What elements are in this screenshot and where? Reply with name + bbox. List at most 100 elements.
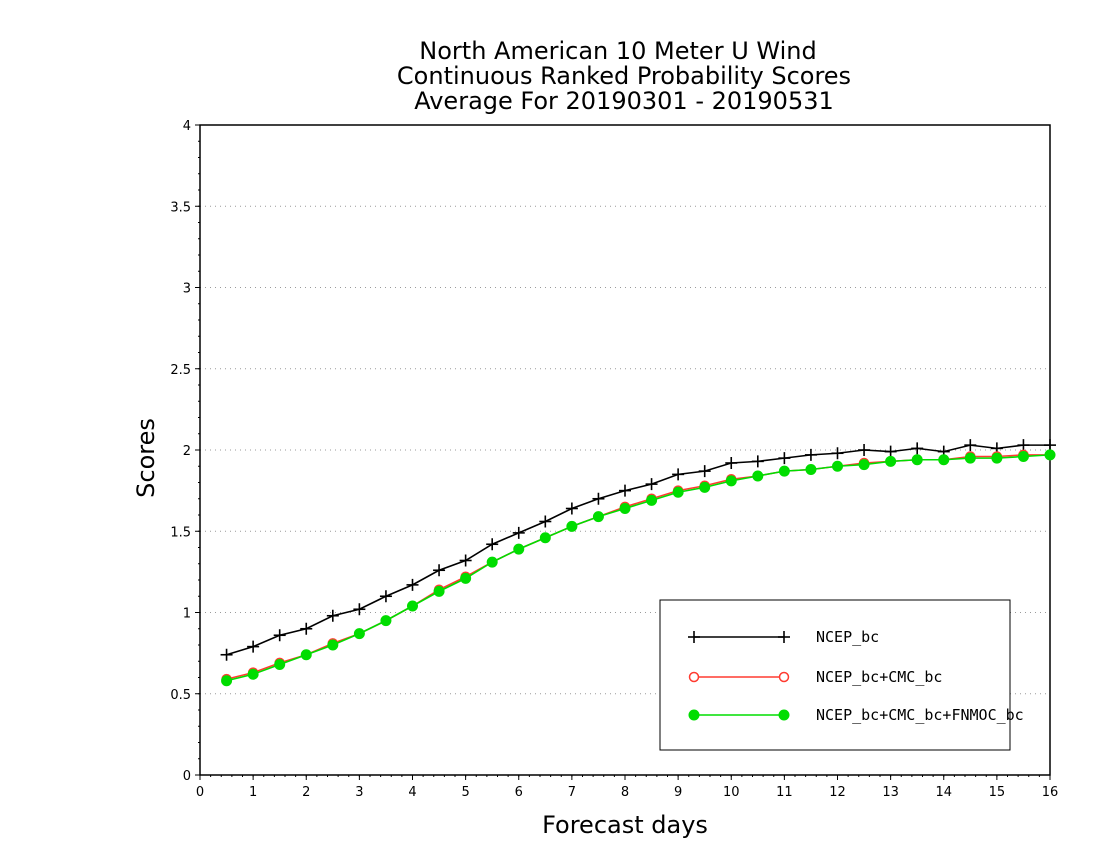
data-point xyxy=(1017,451,1029,462)
data-point xyxy=(273,629,286,642)
legend-entry: NCEP_bc xyxy=(688,628,879,646)
data-point xyxy=(353,603,366,616)
x-tick-label: 5 xyxy=(461,785,469,800)
legend-entry: NCEP_bc+CMC_bc+FNMOC_bc xyxy=(688,706,1024,724)
data-point xyxy=(406,578,419,591)
legend-marker xyxy=(778,671,790,683)
data-point xyxy=(1044,449,1056,461)
x-axis: 0 1 2 3 4 5 6 7 8 9 10 11 12 13 14 15 16 xyxy=(196,775,1058,800)
data-point xyxy=(778,452,791,465)
data-point xyxy=(884,445,897,458)
data-point xyxy=(778,465,790,477)
data-point xyxy=(565,502,578,515)
data-point xyxy=(698,465,711,478)
y-tick-label: 2.5 xyxy=(170,363,191,378)
data-point xyxy=(964,439,977,452)
data-point xyxy=(247,668,259,680)
y-tick-label: 3.5 xyxy=(170,200,191,215)
data-point xyxy=(751,455,764,468)
legend-label: NCEP_bc xyxy=(816,628,879,646)
x-tick-label: 14 xyxy=(935,785,952,800)
legend-label: NCEP_bc+CMC_bc xyxy=(816,668,942,686)
data-point xyxy=(220,648,233,661)
data-point xyxy=(433,585,445,597)
data-point xyxy=(459,554,472,567)
data-point xyxy=(486,556,498,568)
data-point xyxy=(539,515,552,528)
x-tick-label: 9 xyxy=(674,785,682,800)
chart-title: North American 10 Meter U Wind Continuou… xyxy=(397,37,851,115)
legend-marker xyxy=(688,709,700,721)
data-point xyxy=(964,452,976,464)
data-point xyxy=(725,475,737,487)
x-tick-label: 16 xyxy=(1042,785,1059,800)
x-axis-title: Forecast days xyxy=(542,811,708,839)
data-point xyxy=(1017,439,1030,452)
data-point xyxy=(646,494,658,506)
data-point xyxy=(672,468,685,481)
data-point xyxy=(327,639,339,651)
x-tick-label: 1 xyxy=(249,785,257,800)
legend-label: NCEP_bc+CMC_bc+FNMOC_bc xyxy=(816,706,1024,724)
y-tick-label: 0 xyxy=(183,769,191,784)
data-point xyxy=(991,452,1003,464)
legend-marker xyxy=(688,631,700,643)
series-0 xyxy=(220,439,1056,661)
y-tick-label: 1.5 xyxy=(170,525,191,540)
data-point xyxy=(831,447,844,460)
data-point xyxy=(512,526,525,539)
data-point xyxy=(300,622,313,635)
data-point xyxy=(326,609,339,622)
data-point xyxy=(247,640,260,653)
x-tick-label: 3 xyxy=(355,785,363,800)
x-tick-label: 15 xyxy=(989,785,1006,800)
data-point xyxy=(699,481,711,493)
x-tick-label: 13 xyxy=(882,785,899,800)
data-point xyxy=(486,538,499,551)
y-tick-label: 0.5 xyxy=(170,688,191,703)
data-point xyxy=(379,590,392,603)
x-tick-label: 10 xyxy=(723,785,740,800)
x-tick-label: 4 xyxy=(408,785,416,800)
chart-title-line-3: Average For 20190301 - 20190531 xyxy=(414,87,834,115)
data-point xyxy=(805,464,817,475)
data-point xyxy=(858,459,870,471)
data-point xyxy=(645,478,658,491)
data-point xyxy=(433,564,446,577)
data-point xyxy=(911,454,923,466)
y-tick-label: 4 xyxy=(183,119,191,134)
x-tick-label: 2 xyxy=(302,785,310,800)
data-point xyxy=(619,484,631,497)
data-point xyxy=(672,486,684,498)
data-point xyxy=(380,615,392,627)
data-point xyxy=(221,675,233,687)
data-point xyxy=(858,444,871,456)
data-point xyxy=(460,572,472,584)
series-layer xyxy=(220,439,1056,687)
legend-marker xyxy=(778,709,790,721)
legend: NCEP_bc NCEP_bc+CMC_bc NCEP_bc+CMC_bc+FNMO… xyxy=(659,599,1024,751)
data-point xyxy=(592,492,605,505)
data-point xyxy=(274,659,286,670)
data-point xyxy=(619,503,631,514)
y-tick-label: 1 xyxy=(183,607,191,622)
data-point xyxy=(353,628,365,640)
x-tick-label: 12 xyxy=(829,785,846,800)
grid xyxy=(200,205,1050,695)
x-tick-label: 8 xyxy=(621,785,629,800)
y-tick-label: 2 xyxy=(183,444,191,459)
x-tick-label: 11 xyxy=(776,785,793,800)
data-point xyxy=(407,600,418,612)
data-point xyxy=(300,649,312,661)
legend-box xyxy=(659,599,1011,751)
data-point xyxy=(513,543,525,555)
x-tick-label: 6 xyxy=(515,785,523,800)
y-axis-title: Scores xyxy=(132,418,160,498)
x-tick-label: 0 xyxy=(196,785,204,800)
chart-title-line-1: North American 10 Meter U Wind xyxy=(419,37,816,65)
data-point xyxy=(832,460,843,472)
data-point xyxy=(938,454,950,466)
legend-marker xyxy=(688,671,700,683)
x-tick-label: 7 xyxy=(568,785,576,800)
